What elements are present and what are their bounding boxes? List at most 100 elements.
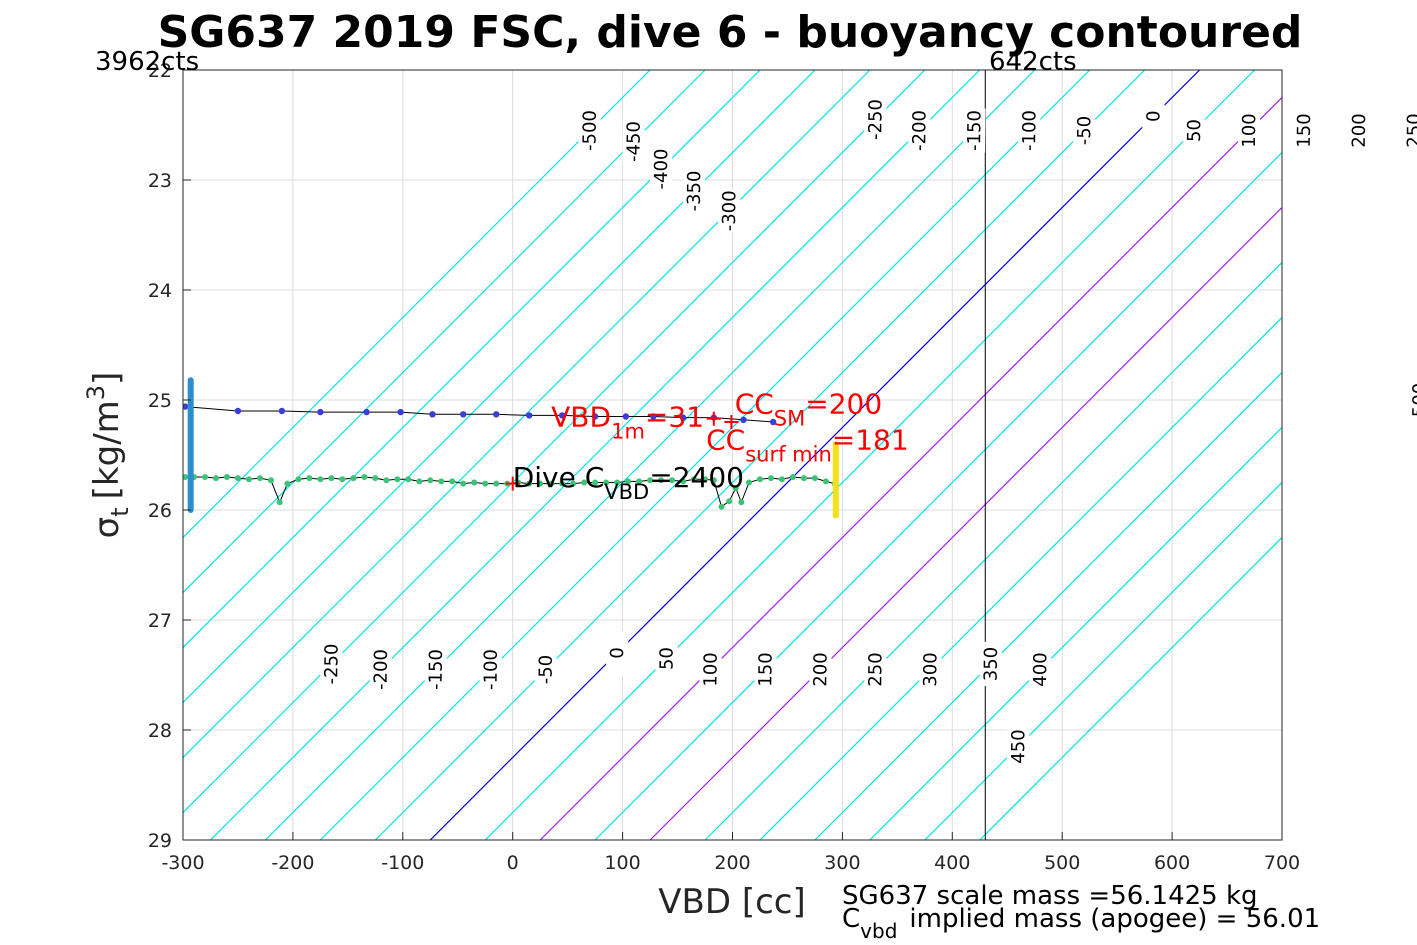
descent-point — [738, 499, 745, 506]
contour-line — [374, 70, 1146, 840]
y-axis-label: σt [kg/m3] — [82, 372, 134, 539]
descent-point — [306, 475, 313, 482]
descent-point — [383, 477, 390, 484]
descent-point — [427, 477, 434, 484]
y-tick-label: 25 — [148, 390, 172, 412]
descent-point — [625, 478, 632, 485]
descent-point — [460, 480, 467, 487]
ascent-point — [278, 407, 286, 415]
ascent-point — [525, 412, 533, 419]
descent-point — [234, 475, 241, 482]
contour-label: -300 — [719, 190, 740, 231]
contour-label-bg — [655, 636, 678, 681]
x-tick-label: 300 — [824, 852, 860, 874]
contour-line — [539, 96, 1282, 840]
contour-line — [649, 206, 1282, 840]
ascent-point — [429, 411, 436, 418]
ascent-point — [493, 411, 500, 418]
contour-label: 50 — [1184, 119, 1205, 142]
descent-point — [438, 478, 445, 485]
dive-cvbd-value: =2400 — [649, 461, 744, 494]
contour-label: 250 — [1404, 113, 1417, 148]
descent-point — [267, 477, 274, 484]
descent-point — [669, 477, 676, 484]
contour-label: 350 — [981, 647, 1002, 682]
descent-point — [526, 480, 533, 487]
descent-point — [811, 475, 818, 482]
cc-surf-min-annotation: CCsurf min=181 — [706, 424, 909, 467]
descent-point — [449, 478, 456, 485]
contour-label: -200 — [371, 649, 392, 690]
ascent-point — [234, 407, 242, 415]
contour-label-bg — [919, 647, 942, 692]
contour-label-bg — [320, 641, 343, 687]
y-label-sub: t — [106, 507, 134, 516]
descent-point — [726, 498, 733, 505]
descent-point — [328, 475, 335, 482]
contour-label: -150 — [964, 110, 985, 151]
dive-cvbd-sub: VBD — [604, 480, 649, 504]
contour-label-bg — [864, 647, 887, 692]
ascent-point — [363, 408, 370, 416]
descent-point — [647, 477, 654, 484]
contour-label-bg — [809, 647, 832, 692]
ascent-point — [558, 412, 566, 419]
ascent-line — [185, 406, 774, 423]
contour-label-bg — [1347, 108, 1371, 153]
ascent-point — [460, 411, 467, 418]
descent-point — [680, 478, 687, 485]
ascent-point — [740, 416, 747, 423]
contour-label: 500 — [1409, 383, 1417, 418]
annotations: VBD1m=31 CCSM=200 CCsurf min=181 Dive CV… — [513, 387, 909, 504]
descent-point — [471, 479, 478, 486]
contour-label-bg — [1018, 108, 1041, 153]
contour-line — [210, 70, 981, 840]
contour-label-bg — [649, 146, 673, 192]
descent-point — [767, 475, 774, 482]
contour-label-bg — [1142, 94, 1165, 139]
descent-point — [614, 479, 621, 486]
x-tick-label: 0 — [507, 852, 519, 874]
x-tick-label: 600 — [1154, 852, 1190, 874]
descent-point — [276, 499, 283, 506]
descent-point — [482, 480, 489, 487]
contour-label: -500 — [579, 110, 600, 151]
svg-text:σt[kg/m3]: σt [kg/m3] — [82, 372, 134, 539]
descent-point — [183, 474, 189, 480]
descent-point — [245, 476, 252, 483]
descent-point — [592, 479, 599, 486]
y-tick-label: 29 — [148, 830, 172, 852]
vbd-1m-main: VBD — [551, 401, 611, 434]
contour-label-bg — [479, 647, 502, 692]
contour-line — [183, 70, 761, 649]
contour-labels: -500 -450-400-350 -300-250 -200 -150 -100 -50 0… — [320, 94, 1417, 769]
descent-point — [800, 475, 807, 482]
contour-line — [265, 70, 1036, 840]
cc-surf-value: =181 — [832, 424, 909, 457]
vbd-1m-sub: 1m — [611, 420, 645, 444]
y-tick-label: 23 — [148, 170, 172, 192]
descent-point — [493, 480, 500, 487]
contour-line — [594, 151, 1282, 840]
x-tick-label: -300 — [161, 852, 204, 874]
contour-label-bg — [979, 641, 1002, 687]
contour-line — [183, 70, 706, 594]
ascent-point — [769, 418, 777, 426]
contour-line — [704, 261, 1282, 840]
ascent-point — [591, 413, 599, 420]
x-tick-label: 700 — [1264, 852, 1300, 874]
cc-surf-sub: surf min — [745, 443, 832, 467]
descent-point — [295, 476, 302, 483]
y-label-unit: [kg/m — [87, 400, 127, 499]
descent-point — [350, 475, 357, 482]
contour-label-bg — [963, 108, 986, 153]
descent-point — [702, 476, 709, 483]
contour-label: 400 — [1030, 652, 1051, 687]
descent-point — [778, 476, 785, 483]
cc-sm-main: CC — [735, 387, 774, 420]
contour-label-bg — [717, 188, 741, 233]
descent-point — [284, 480, 291, 487]
descent-point — [548, 480, 555, 487]
counts-right-label: 642cts — [989, 47, 1077, 77]
dive-cvbd-main: Dive C — [513, 461, 605, 494]
